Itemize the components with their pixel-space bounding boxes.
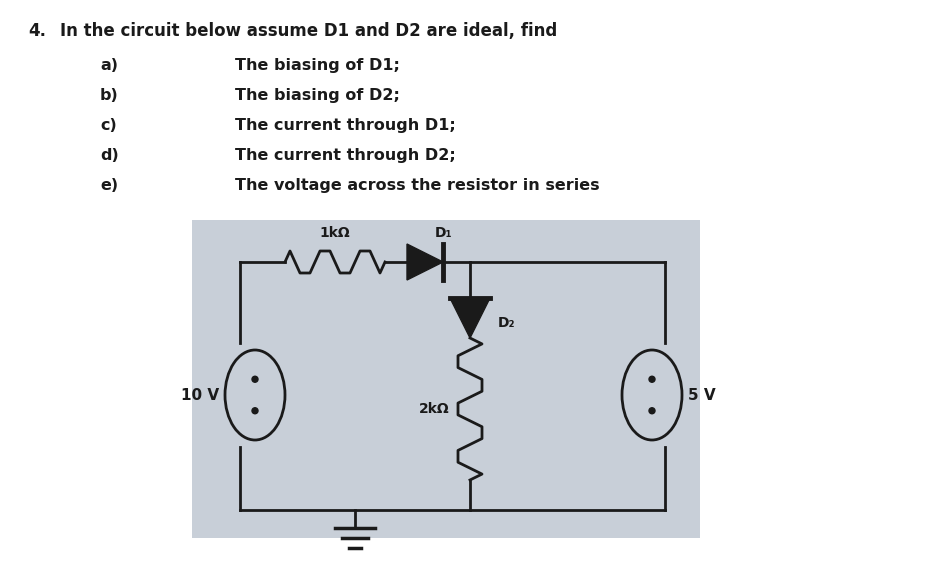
Text: b): b) bbox=[100, 88, 119, 103]
Text: 1kΩ: 1kΩ bbox=[319, 226, 350, 240]
Text: d): d) bbox=[100, 148, 119, 163]
Text: 2kΩ: 2kΩ bbox=[419, 402, 449, 416]
Text: 4.: 4. bbox=[28, 22, 46, 40]
Text: The current through D2;: The current through D2; bbox=[235, 148, 455, 163]
Circle shape bbox=[252, 376, 258, 382]
Circle shape bbox=[649, 376, 654, 382]
Text: The biasing of D2;: The biasing of D2; bbox=[235, 88, 399, 103]
Text: The biasing of D1;: The biasing of D1; bbox=[235, 58, 399, 73]
FancyBboxPatch shape bbox=[192, 220, 700, 538]
Text: The voltage across the resistor in series: The voltage across the resistor in serie… bbox=[235, 178, 599, 193]
Text: In the circuit below assume D1 and D2 are ideal, find: In the circuit below assume D1 and D2 ar… bbox=[59, 22, 557, 40]
Circle shape bbox=[649, 408, 654, 414]
Circle shape bbox=[252, 408, 258, 414]
Text: D₁: D₁ bbox=[434, 226, 452, 240]
Text: D₂: D₂ bbox=[497, 316, 515, 330]
Text: c): c) bbox=[100, 118, 117, 133]
Polygon shape bbox=[407, 244, 443, 280]
Text: 5 V: 5 V bbox=[687, 387, 715, 402]
Polygon shape bbox=[449, 298, 490, 338]
Text: The current through D1;: The current through D1; bbox=[235, 118, 455, 133]
Text: a): a) bbox=[100, 58, 118, 73]
Text: e): e) bbox=[100, 178, 118, 193]
Text: 10 V: 10 V bbox=[180, 387, 219, 402]
